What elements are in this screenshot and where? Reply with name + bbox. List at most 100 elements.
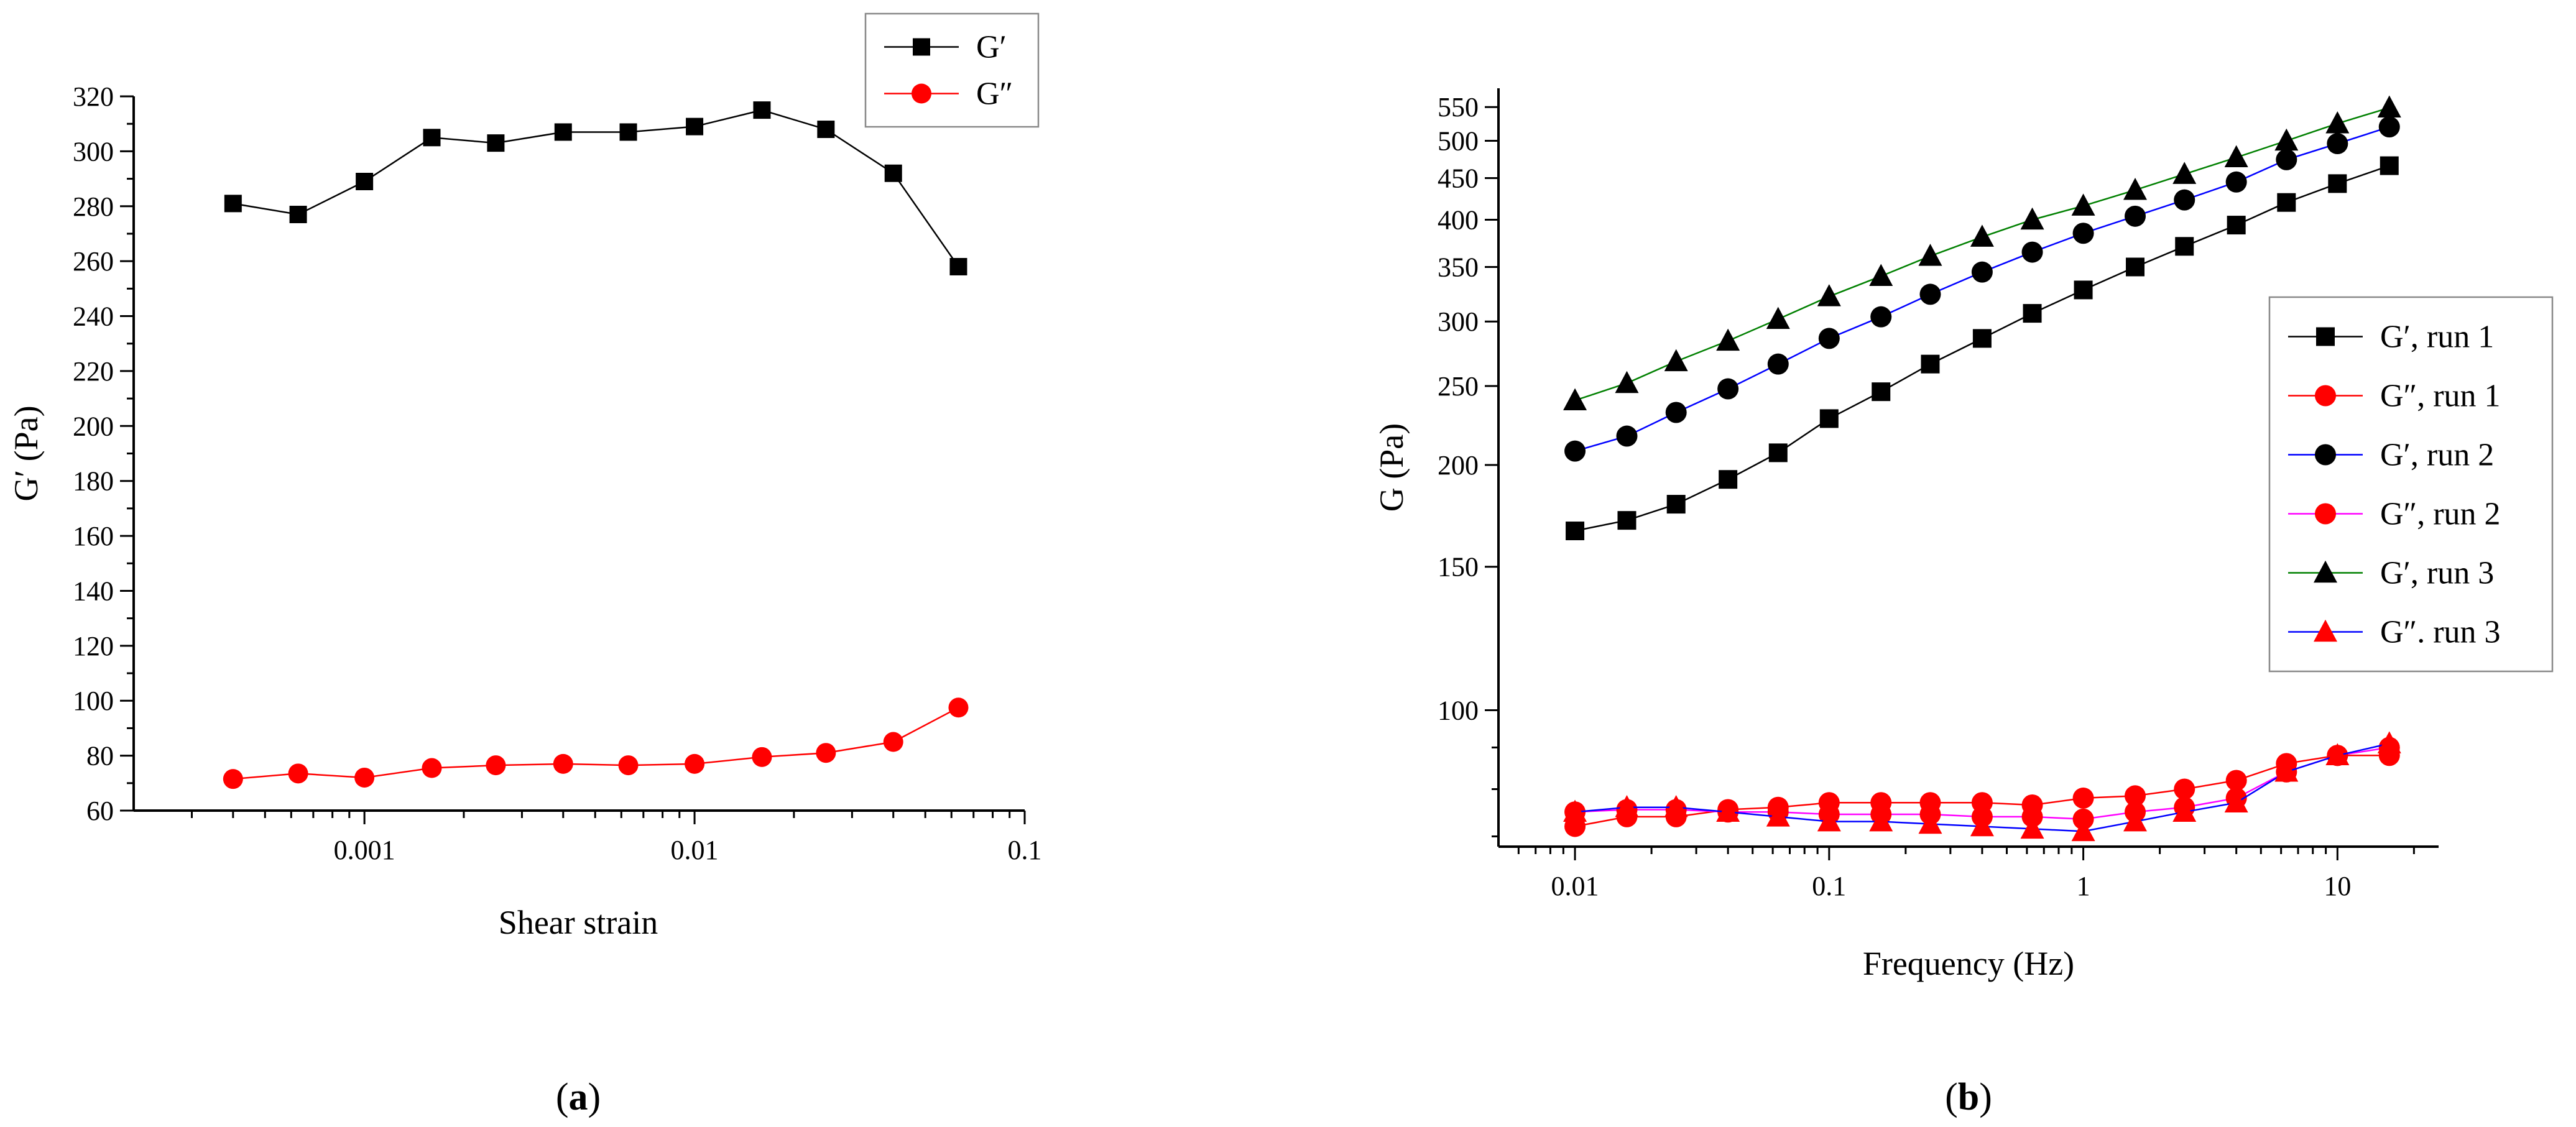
- y-tick-label: 160: [73, 521, 114, 551]
- data-point: [817, 121, 835, 139]
- x-axis-title: Shear strain: [499, 904, 658, 941]
- legend-entry: G″. run 3: [2380, 615, 2501, 650]
- legend: G′ G″: [864, 12, 1040, 128]
- data-point: [1566, 522, 1585, 541]
- legend-marker: [2315, 444, 2336, 466]
- data-point: [1921, 354, 1940, 374]
- data-point: [2224, 790, 2248, 813]
- panel-paren-close: ): [1979, 1076, 1992, 1118]
- data-point: [2123, 177, 2148, 200]
- data-point: [2023, 304, 2042, 323]
- series-3: [1564, 116, 2400, 462]
- data-point: [2274, 128, 2299, 151]
- legend-entry: G″, run 2: [2380, 497, 2501, 532]
- data-point: [1766, 306, 1790, 329]
- y-tick-label: 220: [73, 356, 114, 387]
- data-point: [1819, 409, 1839, 428]
- legend: G′, run 1 G″, run 1 G′, run 2 G″, run 2 G′, …: [2268, 296, 2554, 673]
- data-point: [619, 123, 637, 141]
- y-tick-label: 180: [73, 466, 114, 497]
- data-point: [2274, 759, 2299, 782]
- data-point: [1768, 443, 1788, 462]
- data-point: [2377, 731, 2401, 753]
- data-point: [2325, 111, 2350, 134]
- legend-entry: G″: [976, 76, 1013, 112]
- data-point: [1717, 378, 1739, 400]
- series-line: [1574, 126, 2390, 452]
- y-tick-label: 300: [73, 136, 114, 167]
- x-tick-label: 0.1: [1008, 835, 1042, 865]
- data-point: [2225, 171, 2247, 193]
- data-point: [1615, 794, 1639, 817]
- data-point: [883, 732, 903, 752]
- x-axis-title: Frequency (Hz): [1863, 945, 2074, 982]
- data-point: [949, 257, 967, 275]
- data-point: [1665, 402, 1687, 423]
- data-point: [2277, 193, 2296, 212]
- data-point: [2074, 280, 2093, 300]
- data-point: [1716, 799, 1740, 822]
- data-point: [816, 743, 836, 763]
- data-point: [1872, 382, 1891, 402]
- data-point: [753, 101, 771, 119]
- legend-marker: [2314, 619, 2337, 642]
- series-5: [1563, 95, 2401, 410]
- data-point: [1972, 329, 1992, 348]
- data-point: [2072, 223, 2094, 244]
- legend-marker: [912, 83, 931, 104]
- y-tick-label: 200: [1438, 450, 1479, 481]
- data-point: [618, 755, 639, 776]
- panel-letter: b: [1958, 1076, 1979, 1118]
- series-line: [233, 109, 959, 267]
- y-tick-label: 100: [73, 686, 114, 716]
- series-line: [1574, 165, 2390, 532]
- data-point: [2072, 787, 2094, 809]
- y-tick-label: 300: [1438, 306, 1479, 337]
- data-point: [1918, 811, 1942, 834]
- data-point: [752, 747, 772, 767]
- data-point: [2071, 819, 2095, 842]
- y-tick-label: 100: [1438, 695, 1479, 725]
- x-tick-label: 0.01: [1551, 871, 1599, 901]
- data-point: [2174, 189, 2195, 211]
- data-point: [2224, 145, 2248, 168]
- data-point: [1869, 809, 1893, 832]
- data-point: [2071, 193, 2095, 216]
- data-point: [1869, 264, 1893, 287]
- y-tick-label: 450: [1438, 163, 1479, 193]
- y-tick-label: 500: [1438, 126, 1479, 156]
- legend-marker: [2314, 560, 2337, 583]
- y-tick-label: 350: [1438, 252, 1479, 282]
- y-tick-label: 550: [1438, 92, 1479, 122]
- x-tick-label: 0.01: [671, 835, 719, 865]
- data-point: [2380, 156, 2399, 175]
- data-point: [288, 763, 308, 784]
- data-point: [1719, 470, 1738, 489]
- data-point: [2125, 205, 2146, 227]
- y-tick-label: 400: [1438, 205, 1479, 235]
- data-point: [486, 755, 506, 776]
- data-point: [2125, 785, 2146, 807]
- chart-panel-b: 100 150 200 250 300 350 400 450 500 550 0.01 0.1 1 10…: [1373, 88, 2554, 1118]
- data-point: [1617, 511, 1637, 530]
- legend-marker: [2315, 385, 2336, 407]
- data-point: [553, 753, 573, 774]
- data-point: [2227, 216, 2246, 235]
- data-point: [2325, 743, 2350, 766]
- data-point: [422, 758, 442, 778]
- chart-panel-a: 60 80 100 120 140 160 180 200 220 240 260 280 300 320…: [7, 12, 1042, 1118]
- y-tick-label: 120: [73, 631, 114, 661]
- data-point: [948, 697, 969, 718]
- panel-paren-close: ): [588, 1076, 601, 1118]
- x-tick-label: 10: [2324, 871, 2351, 901]
- data-point: [685, 753, 705, 774]
- data-point: [1563, 799, 1587, 822]
- y-tick-label: 140: [73, 576, 114, 606]
- y-tick-label: 200: [73, 411, 114, 441]
- data-point: [1817, 809, 1841, 832]
- data-point: [884, 164, 902, 182]
- data-point: [1818, 328, 1840, 349]
- data-point: [1666, 495, 1686, 514]
- data-point: [1971, 261, 1993, 283]
- data-point: [1918, 244, 1942, 266]
